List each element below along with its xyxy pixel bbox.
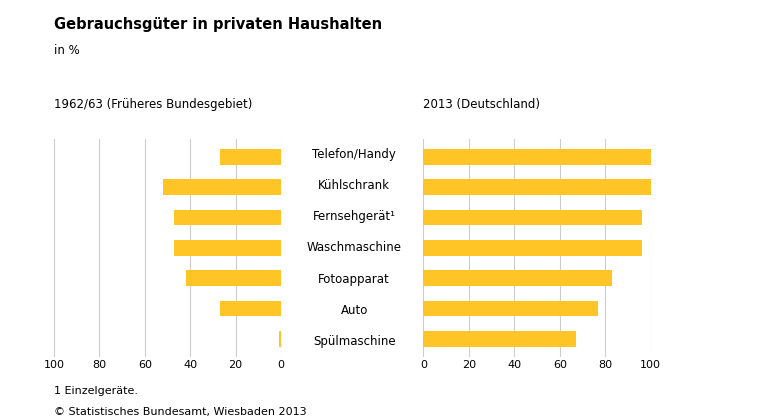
Text: 1 Einzelgeräte.: 1 Einzelgeräte.: [54, 386, 138, 396]
Bar: [424, 301, 598, 316]
Text: Kühlschrank: Kühlschrank: [318, 179, 390, 192]
Bar: [174, 240, 281, 256]
Bar: [219, 301, 281, 316]
Text: Fernsehgerät¹: Fernsehgerät¹: [313, 210, 396, 223]
Text: 1962/63 (Früheres Bundesgebiet): 1962/63 (Früheres Bundesgebiet): [54, 98, 253, 111]
Text: Fotoapparat: Fotoapparat: [318, 273, 390, 286]
Bar: [174, 210, 281, 226]
Bar: [279, 331, 281, 346]
Bar: [424, 240, 641, 256]
Text: Waschmaschine: Waschmaschine: [306, 241, 402, 254]
Text: Telefon/Handy: Telefon/Handy: [313, 148, 396, 161]
Text: Gebrauchsgüter in privaten Haushalten: Gebrauchsgüter in privaten Haushalten: [54, 17, 382, 32]
Bar: [424, 270, 612, 286]
Text: © Statistisches Bundesamt, Wiesbaden 2013: © Statistisches Bundesamt, Wiesbaden 201…: [54, 407, 306, 417]
Text: Auto: Auto: [340, 304, 368, 317]
Bar: [424, 331, 576, 346]
Bar: [186, 270, 281, 286]
Text: 2013 (Deutschland): 2013 (Deutschland): [424, 98, 541, 111]
Bar: [424, 210, 641, 226]
Bar: [424, 179, 651, 195]
Text: Spülmaschine: Spülmaschine: [313, 335, 396, 348]
Bar: [163, 179, 281, 195]
Text: in %: in %: [54, 44, 79, 57]
Bar: [219, 149, 281, 165]
Bar: [424, 149, 651, 165]
